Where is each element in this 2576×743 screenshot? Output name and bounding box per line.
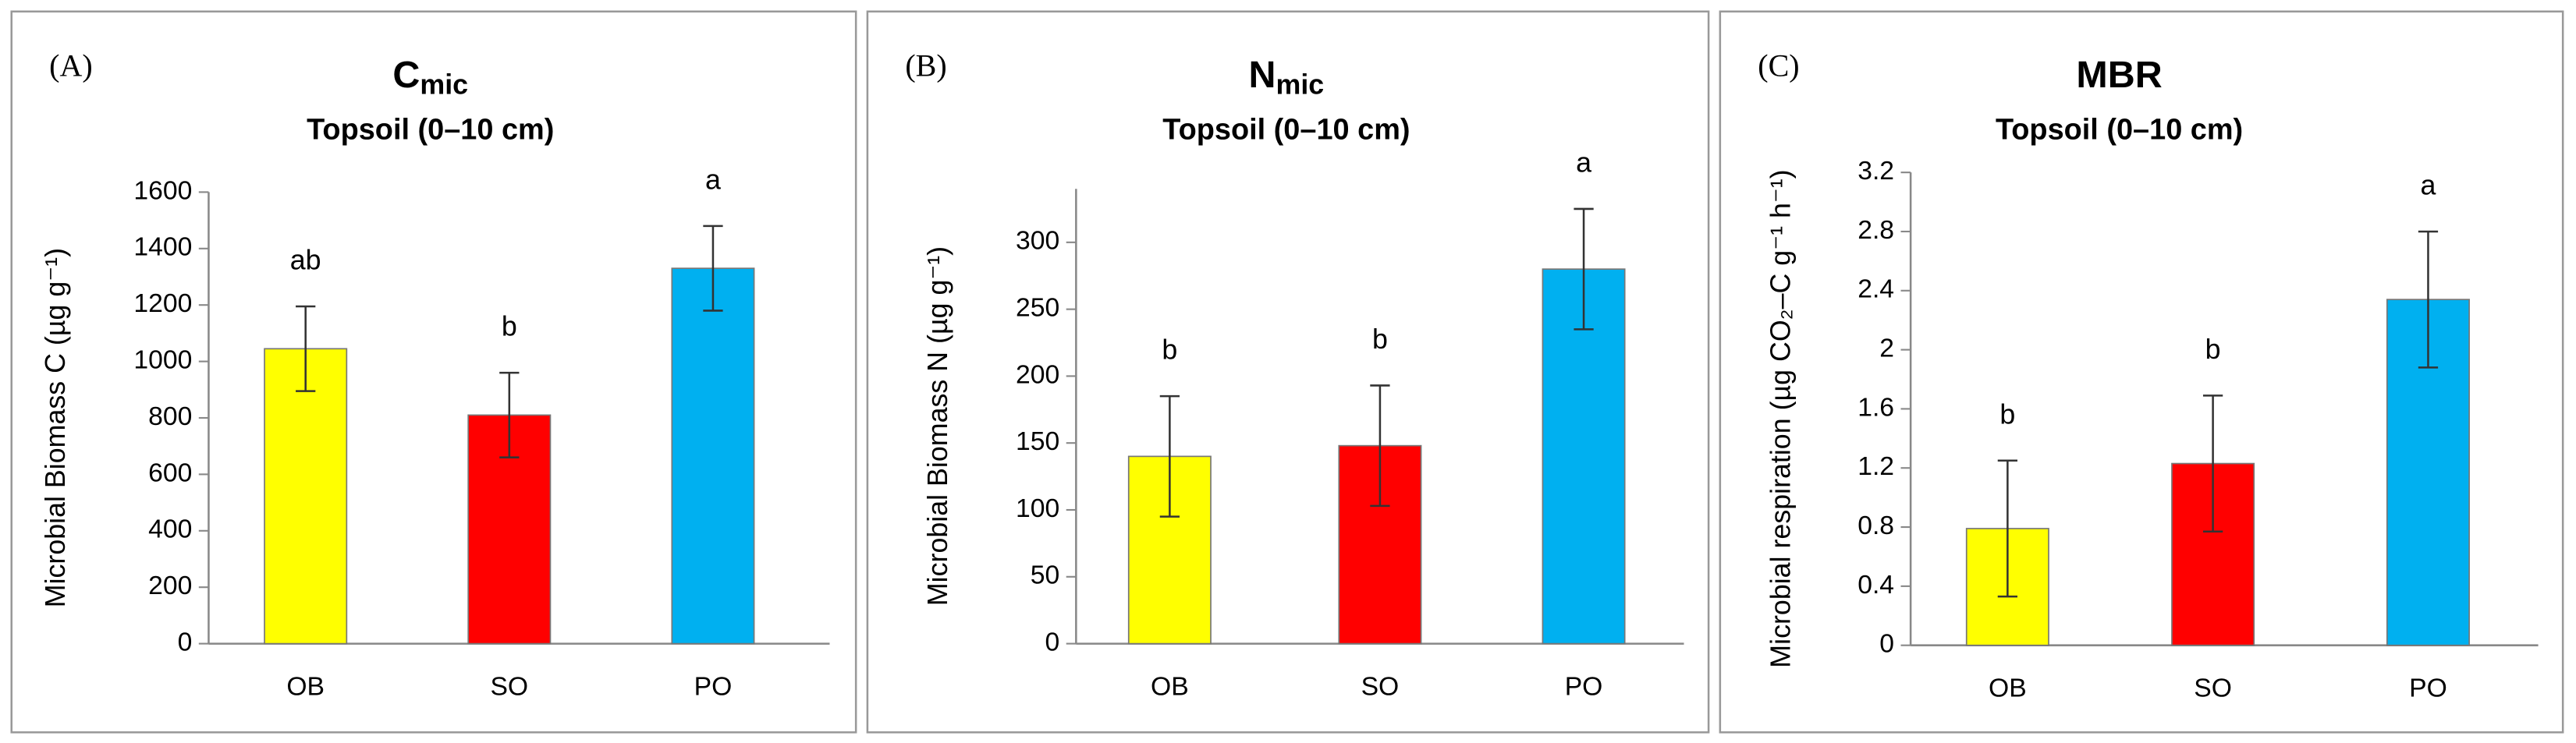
significance-letter: b [1999,398,2015,430]
y-tick-label: 2 [1879,334,1894,363]
panel-label: (C) [1758,48,1799,83]
y-tick-label: 1000 [133,346,192,375]
panel-label: (A) [49,48,93,83]
x-tick-label: OB [286,672,325,701]
significance-letter: ab [290,245,321,276]
y-tick-label: 300 [1016,227,1059,256]
y-axis-label: Microbial Biomass N (µg g⁻¹) [922,246,953,606]
chart-subtitle: Topsoil (0–10 cm) [1996,114,2243,147]
y-tick-label: 800 [148,402,192,431]
y-tick-label: 400 [148,515,192,544]
y-tick-label: 0 [1045,628,1060,656]
title-subscript: mic [420,69,468,101]
y-tick-label: 0.4 [1857,571,1894,600]
significance-letter: a [2421,170,2436,201]
title-subscript: mic [1276,69,1325,101]
significance-letter: b [2205,334,2221,365]
title-main: N [1249,54,1276,96]
significance-letter: b [502,311,517,342]
chart-title: Cmic [392,54,468,101]
x-tick-label: PO [2409,674,2447,702]
y-tick-label: 1.6 [1857,393,1894,422]
chart-subtitle: Topsoil (0–10 cm) [307,114,554,147]
y-tick-label: 1600 [133,176,192,205]
bar [671,267,755,645]
y-tick-label: 0.8 [1857,511,1894,540]
y-tick-label: 2.4 [1857,275,1894,304]
y-tick-label: 150 [1016,427,1059,456]
y-axis-label: Microbial respiration (µg CO₂–C g⁻¹ h⁻¹) [1765,169,1796,667]
chart-title: Nmic [1249,54,1325,101]
title-main: C [392,54,420,96]
y-tick-label: 1.2 [1857,452,1894,481]
y-tick-label: 0 [1879,630,1894,659]
y-tick-label: 2.8 [1857,216,1894,245]
x-tick-label: SO [1361,672,1400,701]
x-tick-label: SO [490,672,528,701]
significance-letter: a [1576,147,1591,179]
bar [264,348,348,645]
y-tick-label: 0 [178,628,193,656]
panel-border [10,10,857,734]
y-tick-label: 1400 [133,233,192,262]
significance-letter: b [1162,334,1177,366]
y-tick-label: 200 [1016,360,1059,389]
y-tick-label: 100 [1016,494,1059,523]
significance-letter: a [705,164,721,195]
significance-letter: b [1372,324,1388,355]
title-main: MBR [2076,54,2162,96]
y-tick-label: 3.2 [1857,157,1894,186]
panel-border [866,10,1710,734]
y-tick-label: 1200 [133,289,192,318]
panel-border [1719,10,2564,734]
x-tick-label: SO [2194,674,2232,702]
y-tick-label: 600 [148,458,192,487]
y-tick-label: 200 [148,571,192,600]
x-tick-label: OB [1151,672,1189,701]
chart-subtitle: Topsoil (0–10 cm) [1162,114,1410,147]
bar [1542,268,1626,645]
y-tick-label: 50 [1031,561,1059,590]
chart-title: MBR [2076,54,2162,96]
y-axis-label: Microbial Biomass C (µg g⁻¹) [40,248,71,607]
y-tick-label: 250 [1016,294,1059,323]
x-tick-label: OB [1989,674,2027,702]
x-tick-label: PO [1565,672,1603,701]
x-tick-label: PO [694,672,733,701]
panel-label: (B) [905,48,946,83]
